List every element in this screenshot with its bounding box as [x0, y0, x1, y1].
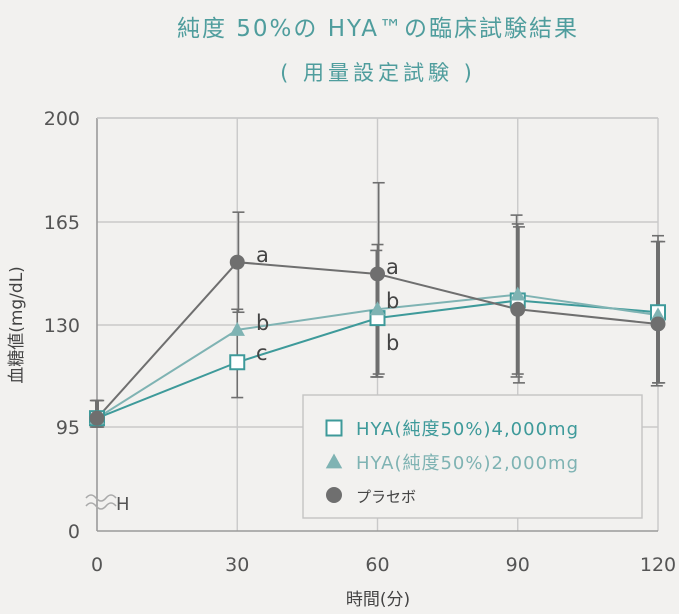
significance-label: a: [256, 243, 269, 267]
point-circle-60: [370, 266, 385, 282]
x-tick-60: 60: [365, 554, 389, 576]
x-axis-label: 時間(分): [346, 590, 410, 610]
y-tick-95: 95: [56, 417, 80, 439]
chart-title: 純度 50%の HYA™の臨床試験結果: [177, 16, 579, 42]
y-tick-165: 165: [44, 212, 80, 234]
legend-marker-circle: [326, 487, 342, 503]
significance-label: b: [256, 311, 269, 335]
point-circle-90: [510, 301, 526, 317]
y-tick-130: 130: [44, 315, 80, 337]
legend-box: [302, 394, 643, 519]
legend: HYA(純度50%)4,000mg HYA(純度50%)2,000mg プラセボ: [302, 394, 643, 519]
data-points: [89, 254, 666, 427]
point-triangle-30: [229, 321, 245, 336]
point-circle-0: [89, 410, 105, 426]
axis-break-mark: [85, 494, 117, 510]
significance-label: b: [386, 331, 399, 355]
legend-label-0: HYA(純度50%)4,000mg: [356, 419, 579, 440]
y-tick-200: 200: [44, 108, 80, 130]
significance-label: c: [256, 341, 268, 365]
x-tick-120: 120: [640, 554, 676, 576]
significance-label: b: [386, 289, 399, 313]
axis-break-label: H: [116, 494, 130, 515]
point-circle-120: [650, 316, 666, 332]
significance-label: a: [386, 255, 399, 279]
break-wave-1: [85, 494, 117, 502]
point-circle-30: [229, 254, 245, 270]
tick-labels: 0 95 130 165 200 0 30 60 90 120: [44, 108, 676, 576]
point-triangle-90: [510, 286, 526, 301]
x-tick-90: 90: [506, 554, 530, 576]
x-tick-0: 0: [91, 554, 103, 576]
legend-marker-square: [325, 419, 343, 437]
legend-marker-triangle: [325, 453, 343, 469]
y-axis-label: 血糖値(mg/dL): [7, 266, 27, 384]
point-square-30: [229, 354, 246, 371]
x-tick-30: 30: [225, 554, 249, 576]
legend-label-1: HYA(純度50%)2,000mg: [356, 453, 579, 474]
y-tick-0: 0: [68, 521, 80, 543]
break-wave-2: [85, 502, 117, 510]
axes: [96, 117, 658, 532]
legend-label-2: プラセボ: [356, 488, 416, 506]
chart-subtitle: ( 用量設定試験 ): [280, 61, 476, 85]
point-triangle-60: [369, 301, 386, 316]
